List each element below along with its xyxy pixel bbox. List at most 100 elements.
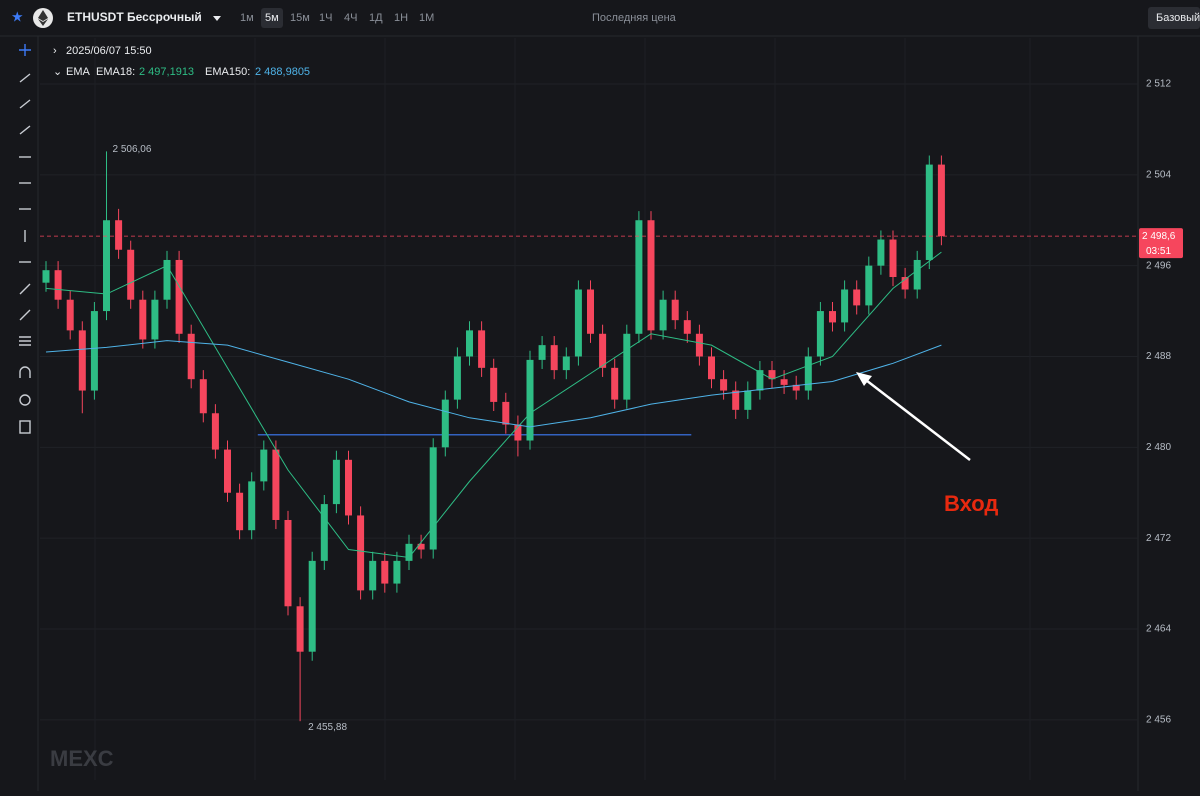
ray-tool[interactable]: [19, 99, 31, 109]
candle-body: [913, 259, 921, 290]
hide-tool[interactable]: [19, 394, 31, 406]
candle-body: [417, 543, 425, 550]
last-price-box: [1139, 228, 1183, 259]
candle-body: [901, 277, 909, 290]
arrow-line: [861, 376, 971, 461]
ema-line: [45, 251, 942, 558]
candle-body: [103, 220, 110, 312]
candle-body: [635, 220, 643, 334]
candle-body: [127, 249, 135, 300]
top-bar: [0, 0, 1200, 36]
interval[interactable]: 1Д: [369, 12, 383, 24]
legend-time: 2025/06/07 15:50: [66, 45, 152, 57]
ema150-value: 2 488,9805: [255, 66, 310, 78]
legend-expand[interactable]: ›: [53, 45, 57, 57]
candle-body: [671, 299, 679, 321]
symbol-dropdown[interactable]: [213, 16, 221, 21]
candle-body: [260, 449, 268, 482]
candle-body: [236, 492, 244, 531]
candle-body: [780, 379, 788, 385]
candle-body: [54, 270, 62, 300]
interval[interactable]: 4Ч: [344, 12, 357, 24]
candle-body: [308, 560, 316, 652]
candle-body: [877, 239, 885, 266]
candle-body: [865, 265, 873, 306]
candle-body: [115, 220, 123, 250]
candle-body: [853, 289, 861, 306]
extended-tool[interactable]: [19, 125, 31, 135]
legend-indicator: EMA: [66, 66, 91, 78]
interval[interactable]: 15м: [290, 12, 310, 24]
left-tools: [19, 44, 31, 434]
candle-body: [284, 519, 292, 607]
crosshair-tool[interactable]: [19, 44, 31, 56]
candle-body: [647, 220, 655, 331]
candle-body: [708, 356, 715, 380]
interval[interactable]: 1м: [240, 12, 254, 24]
candle-body: [792, 384, 800, 391]
candle-body: [139, 299, 147, 340]
candle-body: [78, 330, 86, 391]
price-type[interactable]: Последняя цена: [592, 12, 677, 24]
candle-body: [66, 299, 74, 331]
ema18-label: EMA18:: [96, 66, 135, 78]
interval[interactable]: 1М: [419, 12, 434, 24]
interval[interactable]: 1Н: [394, 12, 408, 24]
countdown: 03:51: [1146, 246, 1171, 257]
fib-tool[interactable]: [19, 336, 31, 346]
channel-tool[interactable]: [19, 283, 31, 295]
y-tick-label: 2 456: [1146, 714, 1171, 725]
candle-body: [732, 390, 740, 410]
candle-body: [441, 399, 449, 448]
ema18-value: 2 497,1913: [139, 66, 194, 78]
interval[interactable]: 5м: [265, 12, 279, 24]
candle-body: [478, 330, 486, 368]
arrow-head: [856, 372, 872, 386]
candle-body: [538, 345, 546, 360]
line-tool[interactable]: [19, 73, 31, 83]
candle-body: [720, 379, 728, 391]
candle-body: [357, 515, 365, 591]
candle-body: [332, 459, 340, 505]
candle-body: [562, 356, 570, 371]
watermark: MEXC: [50, 746, 114, 771]
candle-body: [466, 330, 473, 357]
candle-body: [816, 311, 824, 357]
symbol[interactable]: ETHUSDT Бессрочный: [67, 10, 202, 24]
candle-body: [829, 311, 836, 323]
view-label[interactable]: Базовый: [1156, 12, 1200, 24]
candle-body: [90, 311, 98, 391]
candle-body: [405, 543, 413, 561]
delete-tool[interactable]: [19, 420, 31, 434]
candle-body: [683, 320, 691, 334]
view-button[interactable]: [1148, 7, 1200, 29]
candle-body: [744, 390, 752, 410]
candle-body: [224, 449, 231, 493]
candle-body: [42, 270, 50, 283]
y-tick-label: 2 512: [1146, 79, 1171, 90]
eth-logo: [38, 10, 48, 26]
candle-body: [623, 333, 631, 400]
last-price-label: 2 498,6: [1142, 231, 1176, 242]
candle-body: [889, 239, 897, 278]
magnet-tool[interactable]: [19, 366, 31, 378]
candle-body: [659, 299, 667, 331]
candle-body: [574, 289, 582, 357]
favorite-star[interactable]: ★: [11, 9, 24, 25]
interval[interactable]: 1Ч: [319, 12, 332, 24]
candle-body: [804, 356, 812, 391]
candle-body: [151, 299, 159, 340]
candle-body: [611, 367, 619, 400]
y-tick-label: 2 464: [1146, 624, 1171, 635]
candle-body: [550, 345, 558, 371]
candle-body: [393, 560, 401, 584]
candle-body: [514, 424, 522, 441]
ema150-label: EMA150:: [205, 66, 250, 78]
candle-body: [175, 259, 183, 334]
candle-body: [320, 504, 328, 561]
legend-collapse[interactable]: ⌄: [53, 66, 62, 78]
candle-body: [587, 289, 594, 334]
candle-body: [490, 367, 498, 402]
pitchfork-tool[interactable]: [19, 309, 31, 321]
candle-body: [163, 259, 171, 300]
